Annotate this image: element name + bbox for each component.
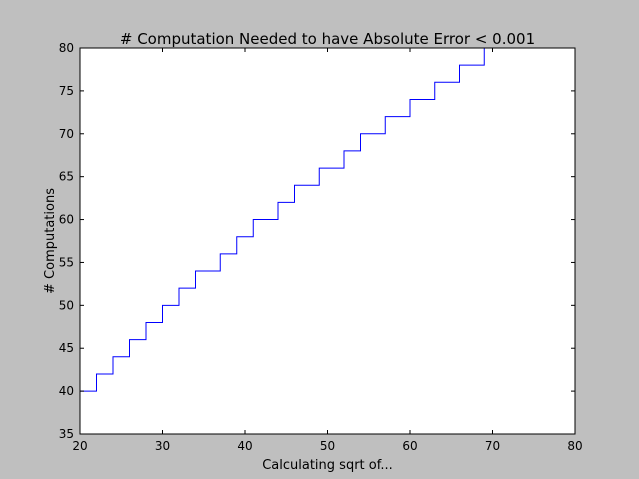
series-layer xyxy=(80,48,501,392)
x-axis-ticks: 20 30 40 50 60 70 80 xyxy=(72,48,583,453)
plot-frame xyxy=(79,47,576,435)
x-tick-label: 60 xyxy=(402,439,417,453)
x-tick-label: 80 xyxy=(567,439,582,453)
y-tick-label: 75 xyxy=(59,84,74,98)
y-tick-label: 40 xyxy=(59,384,74,398)
y-tick-label: 35 xyxy=(59,427,74,441)
x-tick-label: 30 xyxy=(155,439,170,453)
y-axis-label: # Computations xyxy=(43,188,58,294)
y-tick-label: 50 xyxy=(59,298,74,312)
series-line-0 xyxy=(80,48,501,392)
x-tick-label: 70 xyxy=(485,439,500,453)
x-tick-label: 20 xyxy=(72,439,87,453)
plot-area xyxy=(80,48,575,434)
chart-title: # Computation Needed to have Absolute Er… xyxy=(120,30,535,48)
y-tick-label: 80 xyxy=(59,41,74,55)
y-tick-label: 65 xyxy=(59,170,74,184)
y-tick-label: 70 xyxy=(59,127,74,141)
y-tick-label: 60 xyxy=(59,213,74,227)
x-tick-label: 40 xyxy=(237,439,252,453)
x-axis-label: Calculating sqrt of... xyxy=(262,458,393,473)
y-tick-label: 45 xyxy=(59,341,74,355)
y-tick-label: 55 xyxy=(59,255,74,269)
y-axis-ticks: 35 40 45 50 55 60 65 70 75 80 xyxy=(59,41,575,441)
x-tick-label: 50 xyxy=(320,439,335,453)
